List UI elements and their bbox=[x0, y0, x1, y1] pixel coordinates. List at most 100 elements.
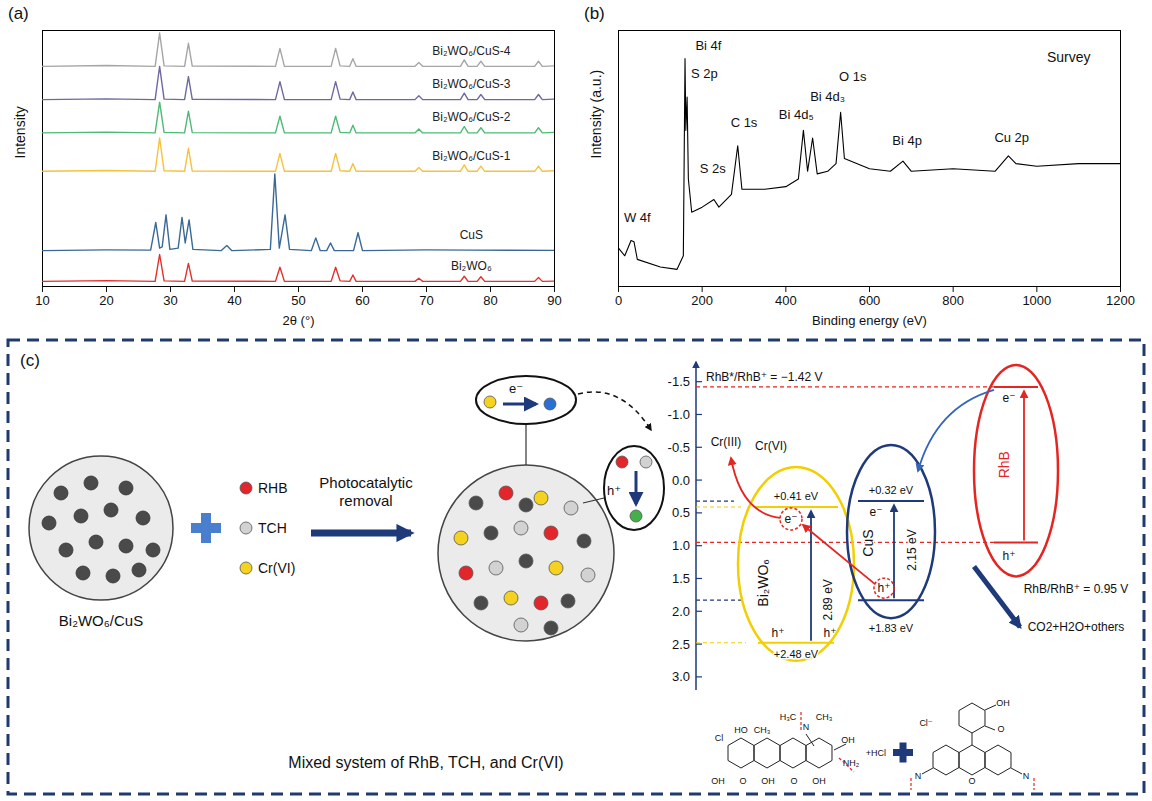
svg-text:0.0: 0.0 bbox=[672, 473, 690, 488]
svg-text:Bi 4p: Bi 4p bbox=[892, 133, 922, 148]
svg-text:70: 70 bbox=[419, 293, 433, 308]
svg-text:h⁺: h⁺ bbox=[823, 626, 836, 640]
svg-text:HO: HO bbox=[734, 725, 748, 735]
svg-text:Cr(III): Cr(III) bbox=[711, 435, 742, 449]
svg-text:O: O bbox=[968, 776, 975, 786]
svg-text:Cr(VI): Cr(VI) bbox=[258, 560, 295, 576]
svg-text:1.5: 1.5 bbox=[672, 571, 690, 586]
svg-text:H₃C: H₃C bbox=[780, 712, 797, 722]
svg-text:Bi 4d₃: Bi 4d₃ bbox=[810, 89, 845, 104]
svg-text:3.0: 3.0 bbox=[672, 669, 690, 684]
svg-text:1000: 1000 bbox=[1022, 293, 1051, 308]
svg-text:Cl⁻: Cl⁻ bbox=[919, 718, 932, 728]
svg-text:RhB/RhB⁺ = 0.95 V: RhB/RhB⁺ = 0.95 V bbox=[1024, 582, 1129, 596]
svg-text:Bi 4f: Bi 4f bbox=[695, 38, 721, 53]
svg-text:0: 0 bbox=[615, 293, 622, 308]
svg-text:e⁻: e⁻ bbox=[869, 505, 882, 519]
svg-text:+1.83 eV: +1.83 eV bbox=[869, 622, 914, 634]
svg-text:CO2+H2O+others: CO2+H2O+others bbox=[1028, 620, 1125, 634]
svg-text:W 4f: W 4f bbox=[624, 210, 651, 225]
svg-text:N: N bbox=[803, 722, 810, 732]
svg-text:Bi₂WO₆/CuS: Bi₂WO₆/CuS bbox=[59, 612, 143, 629]
svg-text:RHB: RHB bbox=[258, 480, 288, 496]
svg-text:40: 40 bbox=[227, 293, 241, 308]
svg-text:2θ (°): 2θ (°) bbox=[283, 313, 315, 328]
svg-text:e⁻: e⁻ bbox=[509, 381, 523, 396]
svg-text:TCH: TCH bbox=[258, 520, 287, 536]
svg-text:+2.48 eV: +2.48 eV bbox=[774, 648, 819, 660]
svg-text:-1.5: -1.5 bbox=[668, 374, 690, 389]
svg-text:O: O bbox=[790, 776, 797, 786]
svg-text:90: 90 bbox=[547, 293, 561, 308]
svg-text:O: O bbox=[997, 724, 1004, 734]
svg-text:OH: OH bbox=[841, 735, 855, 745]
svg-text:Cl: Cl bbox=[715, 733, 724, 743]
svg-text:+0.32 eV: +0.32 eV bbox=[869, 484, 914, 496]
svg-text:h⁺: h⁺ bbox=[771, 626, 784, 640]
svg-text:200: 200 bbox=[691, 293, 713, 308]
svg-text:Cr(VI): Cr(VI) bbox=[755, 439, 787, 453]
svg-text:RhB: RhB bbox=[996, 451, 1012, 478]
svg-text:CH₃: CH₃ bbox=[754, 725, 771, 735]
svg-text:2.89 eV: 2.89 eV bbox=[821, 579, 835, 620]
svg-text:C 1s: C 1s bbox=[731, 115, 758, 130]
svg-text:Photocatalytic: Photocatalytic bbox=[319, 474, 413, 491]
svg-text:400: 400 bbox=[775, 293, 797, 308]
svg-text:Survey: Survey bbox=[1047, 49, 1091, 65]
svg-text:CH₃: CH₃ bbox=[816, 712, 833, 722]
svg-text:20: 20 bbox=[99, 293, 113, 308]
svg-text:Bi₂WO₆: Bi₂WO₆ bbox=[451, 259, 492, 273]
svg-text:S 2s: S 2s bbox=[700, 161, 727, 176]
svg-text:60: 60 bbox=[355, 293, 369, 308]
svg-text:CuS: CuS bbox=[860, 529, 876, 556]
svg-text:RhB*/RhB⁺ = −1.42 V: RhB*/RhB⁺ = −1.42 V bbox=[706, 370, 822, 384]
svg-text:OH: OH bbox=[812, 776, 826, 786]
svg-text:Bi₂WO₆/CuS-2: Bi₂WO₆/CuS-2 bbox=[432, 110, 511, 124]
svg-text:e⁻: e⁻ bbox=[1002, 391, 1015, 405]
html-text:(a): (a) bbox=[8, 4, 29, 23]
svg-text:10: 10 bbox=[35, 293, 49, 308]
svg-text:Bi₂WO₆/CuS-1: Bi₂WO₆/CuS-1 bbox=[432, 149, 511, 163]
svg-text:S 2p: S 2p bbox=[691, 66, 718, 81]
svg-text:(c): (c) bbox=[20, 351, 40, 370]
svg-text:Mixed system of RhB, TCH, and: Mixed system of RhB, TCH, and Cr(VI) bbox=[288, 754, 563, 771]
svg-text:O: O bbox=[739, 776, 746, 786]
svg-text:80: 80 bbox=[483, 293, 497, 308]
svg-text:h⁺: h⁺ bbox=[607, 483, 621, 498]
svg-text:CuS: CuS bbox=[460, 228, 483, 242]
svg-text:OH: OH bbox=[761, 776, 775, 786]
svg-text:600: 600 bbox=[859, 293, 881, 308]
svg-text:1200: 1200 bbox=[1106, 293, 1135, 308]
svg-text:h⁺: h⁺ bbox=[877, 581, 890, 595]
svg-text:800: 800 bbox=[942, 293, 964, 308]
svg-text:OH: OH bbox=[711, 776, 725, 786]
svg-text:-1.0: -1.0 bbox=[668, 407, 690, 422]
svg-text:e⁻: e⁻ bbox=[784, 512, 797, 526]
svg-text:NH₂: NH₂ bbox=[843, 758, 860, 768]
svg-text:Bi₂WO₆/CuS-4: Bi₂WO₆/CuS-4 bbox=[432, 44, 511, 58]
svg-text:O 1s: O 1s bbox=[839, 69, 867, 84]
svg-text:-0.5: -0.5 bbox=[668, 440, 690, 455]
svg-text:Bi₂WO₆: Bi₂WO₆ bbox=[755, 559, 771, 607]
svg-text:Binding energy (eV): Binding energy (eV) bbox=[812, 313, 927, 328]
svg-text:Bi 4d₅: Bi 4d₅ bbox=[779, 107, 814, 122]
svg-text:30: 30 bbox=[163, 293, 177, 308]
html-text:(b): (b) bbox=[584, 4, 605, 23]
svg-text:h⁺: h⁺ bbox=[1002, 549, 1015, 563]
svg-text:2.0: 2.0 bbox=[672, 604, 690, 619]
svg-text:+0.41 eV: +0.41 eV bbox=[774, 490, 819, 502]
svg-text:0.5: 0.5 bbox=[672, 505, 690, 520]
svg-text:Bi₂WO₆/CuS-3: Bi₂WO₆/CuS-3 bbox=[432, 77, 511, 91]
svg-text:+HCl: +HCl bbox=[866, 748, 886, 758]
svg-text:Cu 2p: Cu 2p bbox=[994, 130, 1029, 145]
svg-text:2.15 eV: 2.15 eV bbox=[905, 529, 919, 570]
svg-text:OH: OH bbox=[996, 698, 1010, 708]
svg-text:Intensity (a.u.): Intensity (a.u.) bbox=[588, 70, 604, 159]
svg-text:N: N bbox=[915, 771, 922, 781]
svg-text:removal: removal bbox=[339, 492, 392, 509]
svg-text:2.5: 2.5 bbox=[672, 637, 690, 652]
svg-text:N: N bbox=[1023, 771, 1030, 781]
svg-text:1.0: 1.0 bbox=[672, 538, 690, 553]
svg-text:50: 50 bbox=[291, 293, 305, 308]
svg-text:Intensity: Intensity bbox=[12, 106, 28, 158]
